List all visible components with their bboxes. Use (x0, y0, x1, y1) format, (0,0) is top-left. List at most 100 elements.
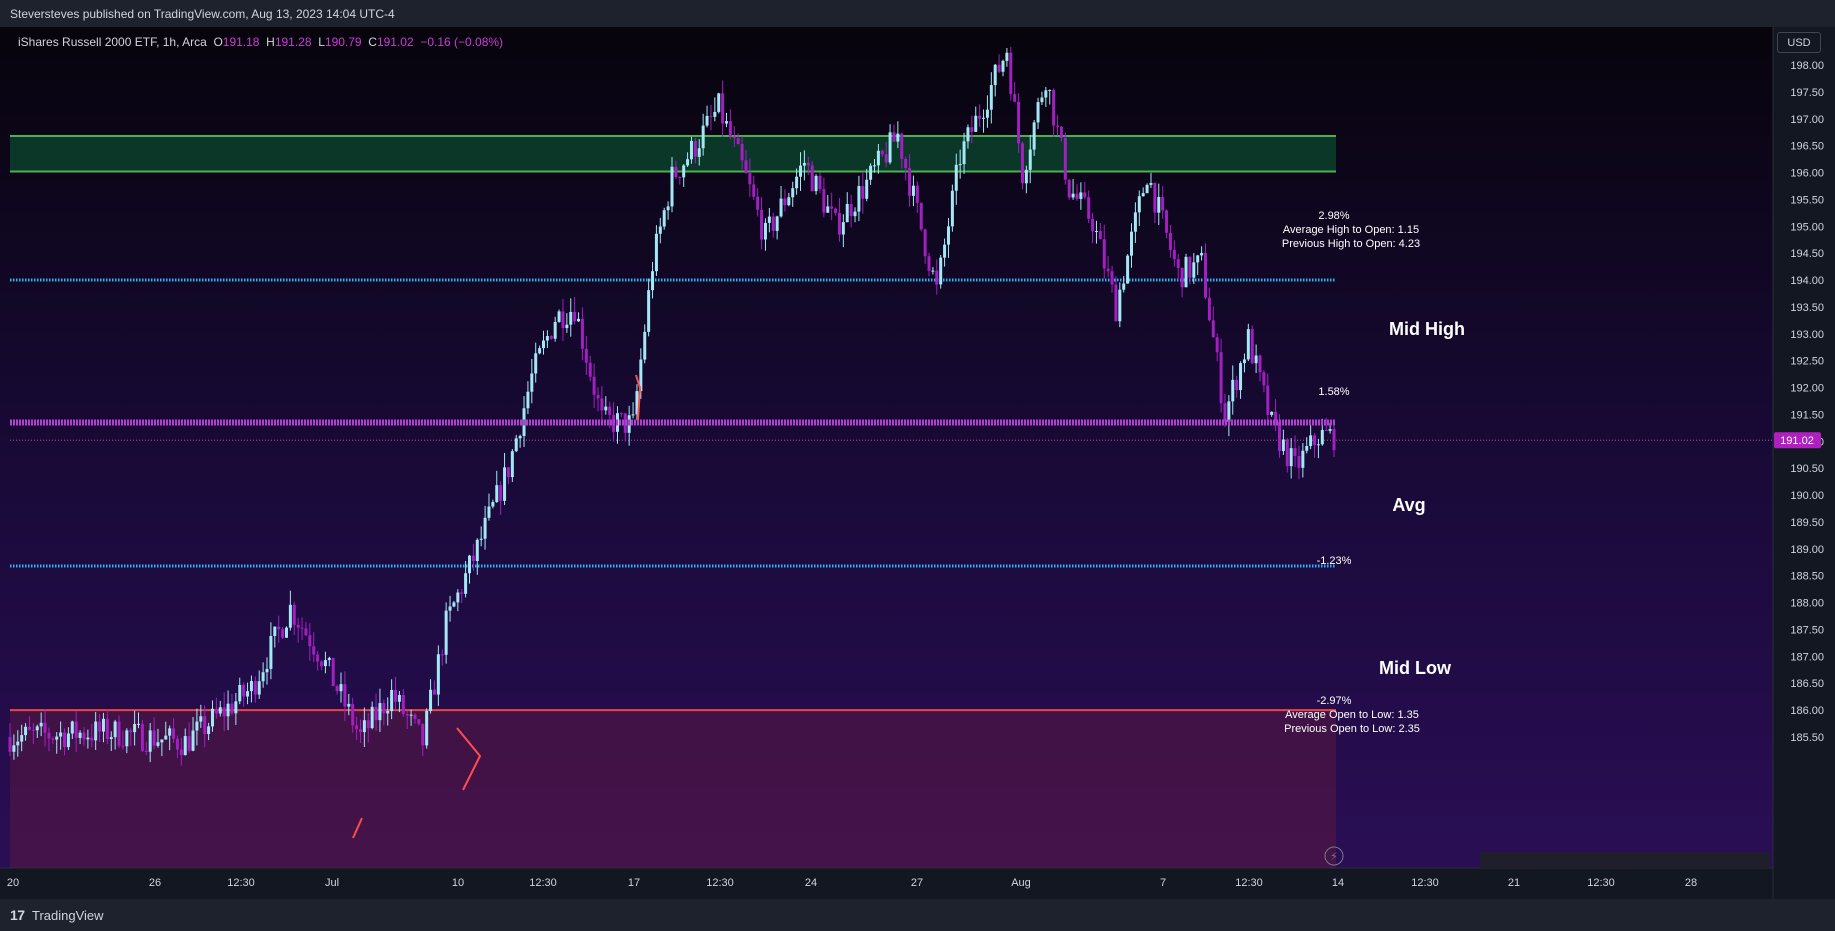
candle-body (635, 391, 639, 415)
candle-body (1297, 456, 1301, 468)
price-axis-background (1773, 27, 1835, 899)
candle-body (826, 206, 830, 213)
candle-body (362, 720, 366, 733)
candle-body (705, 115, 709, 126)
candle-body (982, 117, 986, 119)
symbol-legend[interactable]: iShares Russell 2000 ETF, 1h, Arca O191.… (18, 35, 503, 49)
time-scroll-area[interactable] (1480, 852, 1770, 868)
candle-body (837, 212, 841, 235)
price-axis[interactable]: 198.00 197.50 197.00 196.50 196.00 195.50 195.… (1774, 60, 1824, 744)
candle-body (1184, 256, 1188, 288)
candle-body (464, 573, 468, 594)
candle-body (187, 736, 191, 751)
high-label: H (266, 35, 275, 49)
candle-body (744, 160, 748, 174)
time-tick-label: Jul (325, 877, 339, 889)
time-axis[interactable]: 20 26 12:30 Jul 10 12:30 17 12:30 24 27 Aug 7 12:30 1… (7, 877, 1697, 889)
time-tick-label: 24 (805, 877, 817, 889)
candle-body (506, 467, 510, 478)
price-tick-label: 186.00 (1790, 705, 1824, 717)
candle-body (444, 610, 448, 655)
time-tick-label: 12:30 (529, 877, 557, 889)
candle-body (90, 737, 94, 741)
candle-body (799, 165, 803, 177)
candle-body (717, 93, 721, 112)
currency-button[interactable]: USD (1777, 32, 1821, 53)
candle-body (382, 703, 386, 714)
tradingview-brand: TradingView (32, 908, 104, 923)
demand-zone (10, 710, 1336, 868)
time-tick-label: 12:30 (227, 877, 255, 889)
candle-body (958, 164, 962, 166)
open-value: 191.18 (222, 35, 260, 49)
footer-bar: 17 TradingView (0, 899, 1835, 931)
candle-body (557, 311, 561, 322)
candle-body (900, 133, 904, 160)
candle-body (775, 216, 779, 231)
candle-body (834, 208, 838, 213)
price-tick-label: 196.50 (1790, 141, 1824, 153)
candle-body (697, 148, 701, 157)
candle-body (460, 592, 464, 594)
candle-body (756, 196, 760, 210)
publish-header: Steversteves published on TradingView.co… (0, 0, 1835, 27)
candle-body (869, 165, 873, 180)
candle-body (308, 635, 312, 647)
candle-body (810, 165, 814, 192)
avg-high-open-label: Average High to Open: 1.15 (1283, 224, 1419, 236)
tradingview-logo-icon: 17 (10, 907, 25, 923)
candle-body (191, 730, 195, 751)
candle-body (946, 226, 950, 245)
candle-body (43, 722, 47, 733)
candle-body (880, 150, 884, 155)
symbol-title: iShares Russell 2000 ETF, 1h, Arca (18, 35, 207, 49)
candle-body (312, 646, 316, 655)
candle-body (689, 140, 693, 160)
candle-body (503, 467, 507, 501)
candle-body (436, 654, 440, 695)
candle-body (600, 398, 604, 411)
candle-body (1274, 411, 1278, 422)
change-value: −0.16 (−0.08%) (420, 35, 504, 49)
pattern-stroke (635, 374, 642, 421)
pct-low-label: -2.97% (1317, 695, 1352, 707)
candle-body (296, 624, 300, 628)
candle-body (1001, 60, 1005, 72)
mid-high-label: Mid High (1389, 319, 1465, 339)
candle-body (218, 707, 222, 714)
price-tick-label: 187.00 (1790, 651, 1824, 663)
candle-body (974, 115, 978, 132)
candle-body (222, 707, 226, 717)
price-tick-label: 194.00 (1790, 275, 1824, 287)
candle-body (985, 109, 989, 118)
candle-body (24, 726, 28, 736)
price-tick-label: 196.00 (1790, 168, 1824, 180)
candle-body (721, 93, 725, 124)
candle-body (927, 256, 931, 271)
candle-body (1106, 268, 1110, 272)
candle-body (1192, 262, 1196, 278)
candle-body (651, 271, 655, 291)
candle-body (386, 711, 390, 714)
candle-body (109, 737, 113, 739)
candle-body (1180, 267, 1184, 288)
candle-body (86, 737, 90, 740)
candle-body (1017, 101, 1021, 144)
candle-body (429, 689, 433, 711)
time-tick-label: Aug (1011, 877, 1031, 889)
candle-body (1320, 429, 1324, 445)
candle-body (553, 321, 557, 339)
low-label: L (318, 35, 325, 49)
candle-body (331, 657, 335, 687)
candle-body (1075, 193, 1079, 199)
candle-body (125, 730, 129, 747)
price-tick-label: 198.00 (1790, 60, 1824, 72)
candle-body (970, 127, 974, 132)
candle-body (249, 681, 253, 692)
pct-mid-high-label: 1.58% (1318, 386, 1349, 398)
candle-body (818, 175, 822, 190)
candle-body (904, 159, 908, 168)
candle-body (795, 176, 799, 189)
candle-body (993, 64, 997, 86)
